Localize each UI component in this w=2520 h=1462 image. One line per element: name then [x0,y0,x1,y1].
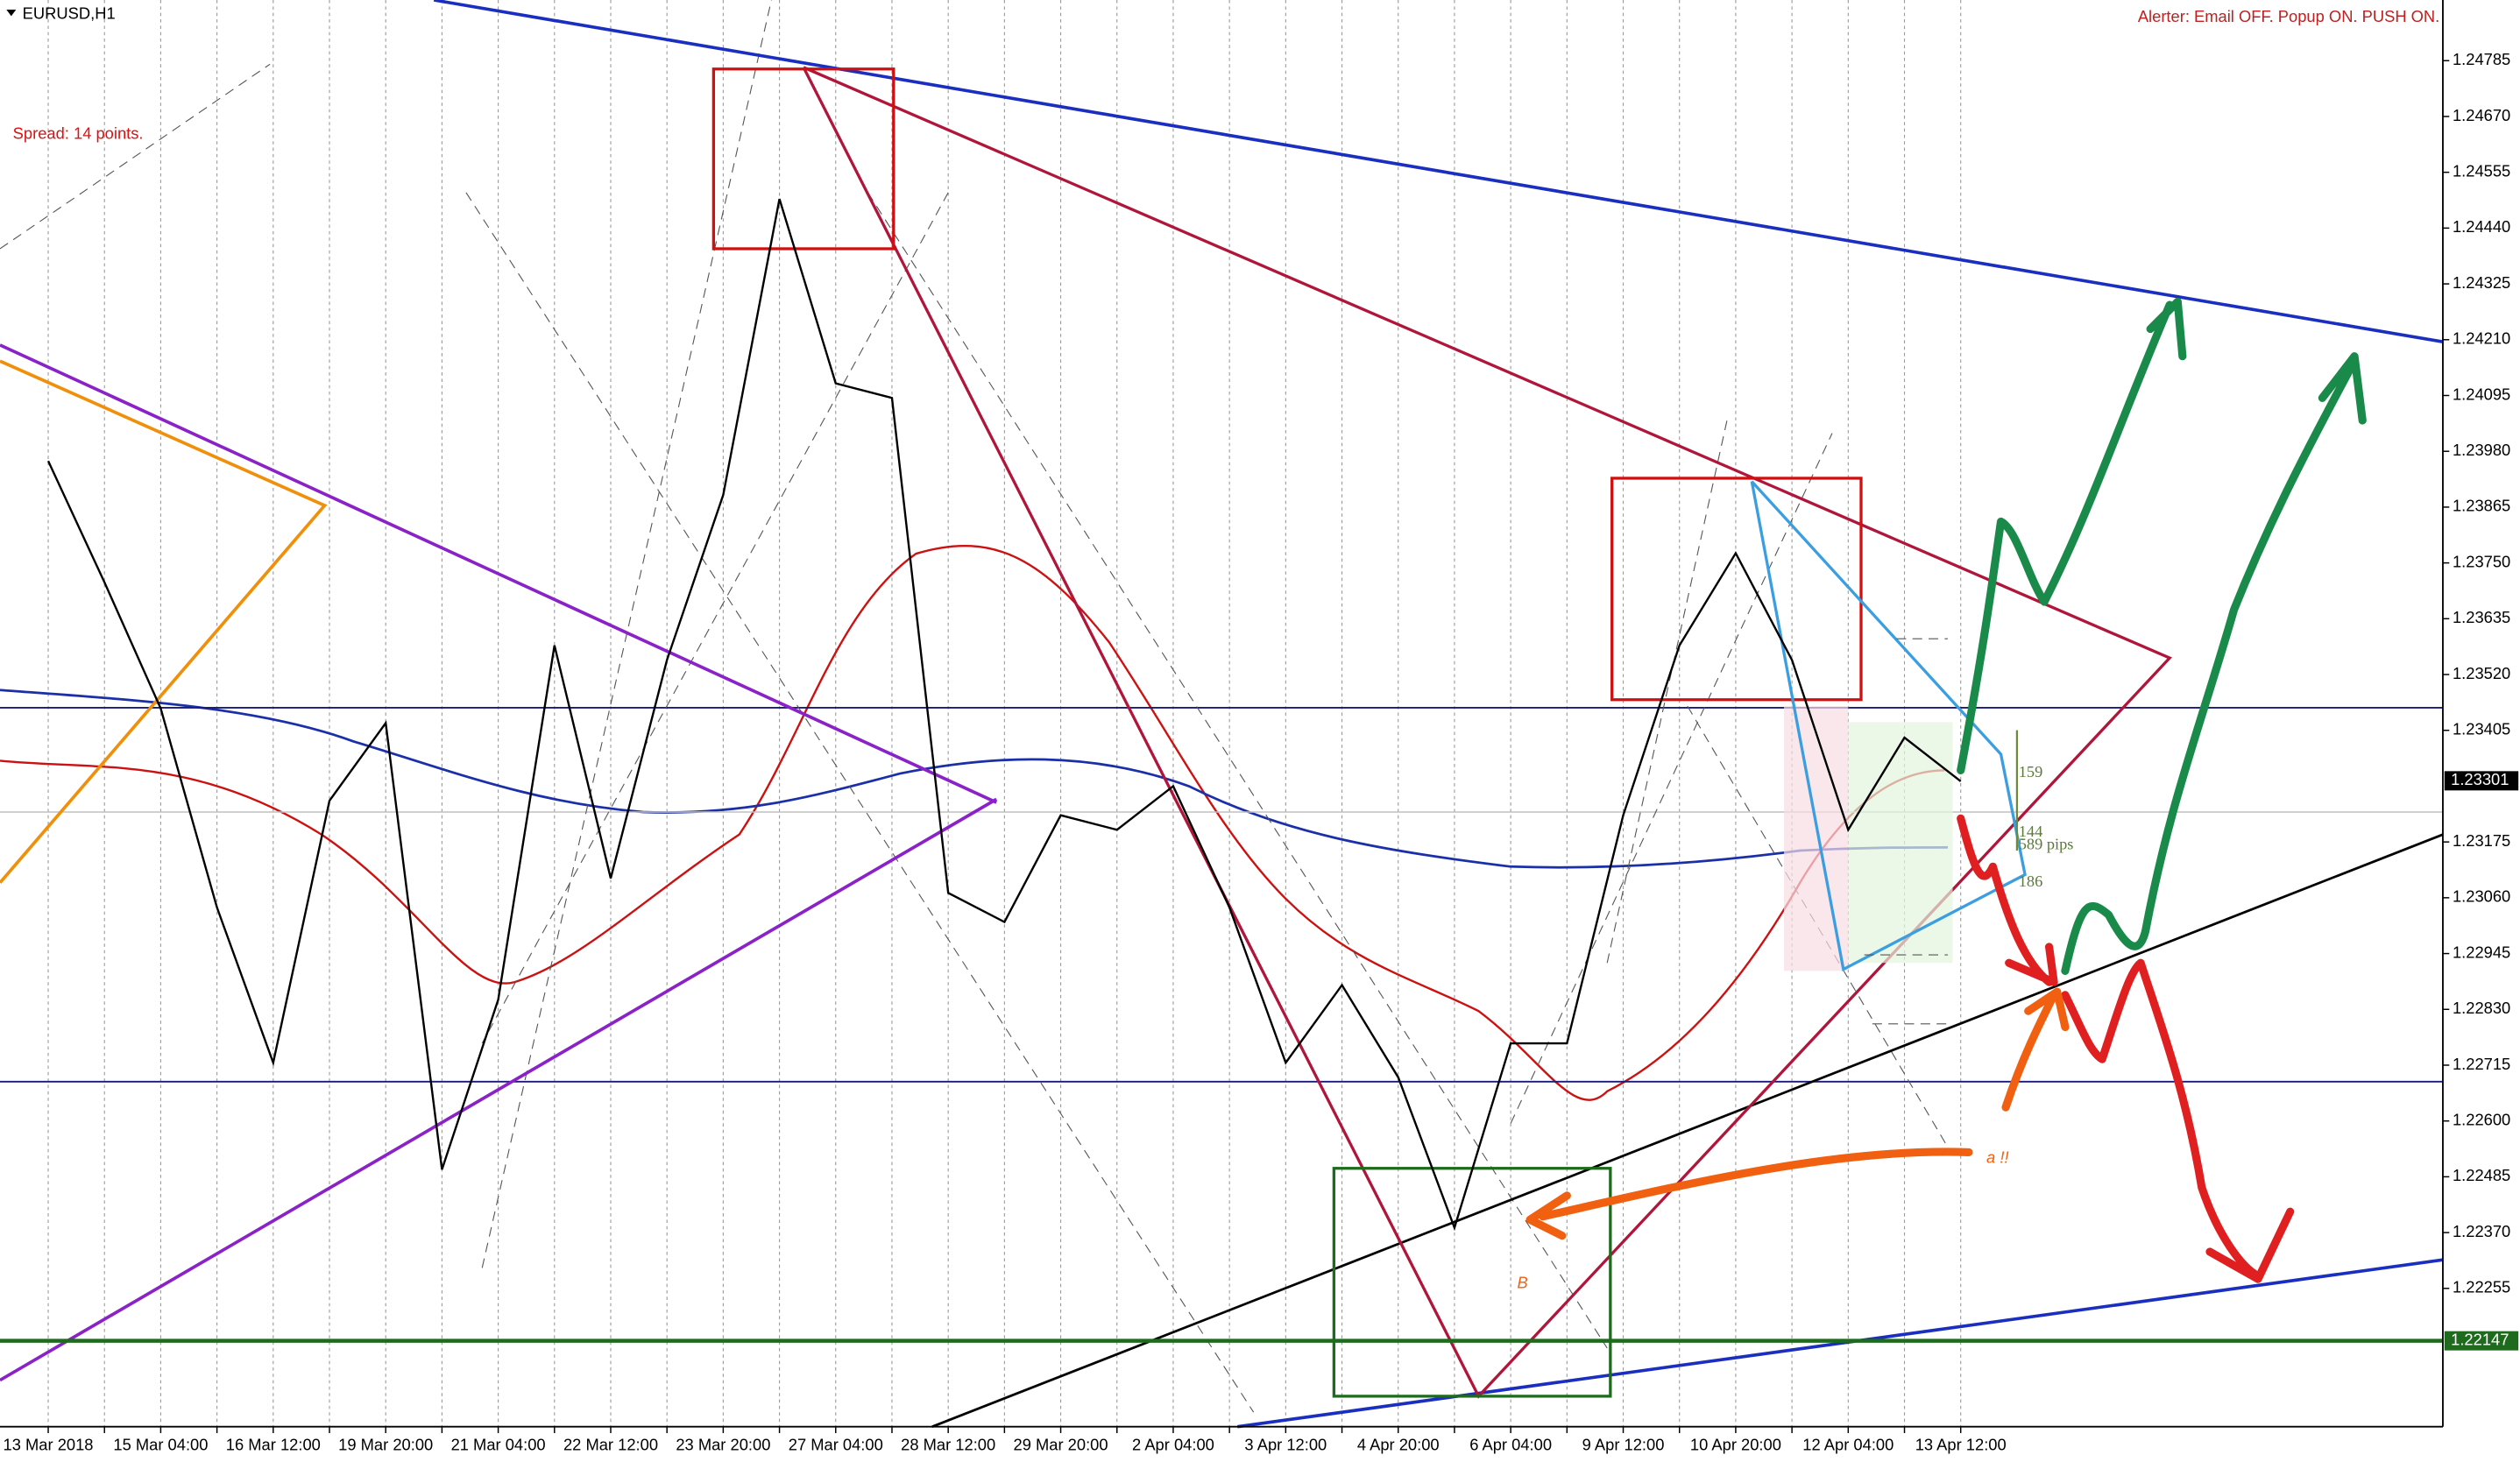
trend-line [0,797,998,1382]
price-plot [0,198,2443,1343]
y-tick-label: 1.24210 [2453,329,2510,348]
trend-line [1237,1258,2444,1429]
channel-line [465,192,1255,1413]
annotation: 159 [2019,763,2043,780]
x-tick-label: 29 Mar 20:00 [1014,1436,1108,1454]
x-tick-label: 27 Mar 04:00 [789,1436,883,1454]
zone [1783,706,1849,971]
x-tick-label: 9 Apr 12:00 [1582,1436,1665,1454]
menu-icon [6,9,17,17]
pointer-arrow [2001,987,2070,1112]
y-tick-label: 1.24440 [2453,217,2510,236]
trend-line [433,0,2444,344]
grid [47,0,1962,1427]
y-tick-label: 1.22370 [2453,1222,2510,1240]
zone [1848,722,1953,964]
y-tick-label: 1.24785 [2453,50,2510,68]
x-tick-label: 10 Apr 20:00 [1690,1436,1781,1454]
moving-average-fast [0,545,1945,1101]
y-tick-label: 1.22600 [2453,1111,2510,1129]
moving-average-slow [0,689,1949,869]
y-tick-label: 1.23750 [2453,552,2510,570]
trend-line [931,833,2444,1428]
channel-line [867,192,1608,1349]
x-tick-label: 4 Apr 20:00 [1357,1436,1440,1454]
highlight-box [711,67,895,251]
x-tick-label: 28 Mar 12:00 [901,1436,995,1454]
triangle [802,66,2172,1399]
x-tick-label: 16 Mar 12:00 [226,1436,321,1454]
y-tick-label: 1.23060 [2453,887,2510,906]
x-tick-label: 23 Mar 20:00 [676,1436,770,1454]
x-tick-label: 2 Apr 04:00 [1132,1436,1214,1454]
price-label: 1.23301 [2451,770,2509,788]
y-tick-label: 1.24095 [2453,385,2510,403]
y-tick-label: 1.23635 [2453,608,2510,626]
y-tick-label: 1.22255 [2453,1278,2510,1296]
x-tick-label: 6 Apr 04:00 [1469,1436,1552,1454]
y-tick-label: 1.22715 [2453,1055,2510,1073]
y-tick-label: 1.24670 [2453,106,2510,124]
pattern [1750,480,2027,972]
y-tick-label: 1.23520 [2453,664,2510,682]
y-tick-label: 1.23980 [2453,441,2510,459]
y-tick-label: 1.22485 [2453,1166,2510,1184]
channel-line [1510,433,1833,1124]
triangle [0,359,328,884]
annotation: 144 [2019,823,2043,840]
scenario-arrow [2061,352,2367,975]
price-line [46,198,1962,1232]
spread-label: Spread: 14 points. [13,124,144,143]
channel-line [0,63,271,250]
x-tick-label: 3 Apr 12:00 [1244,1436,1327,1454]
highlight-box [1610,477,1863,702]
x-tick-label: 19 Mar 20:00 [338,1436,433,1454]
y-tick-label: 1.23175 [2453,831,2510,850]
annotation: 186 [2019,872,2043,890]
handwritten-note: a !! [1986,1148,2008,1167]
y-tick-label: 1.24325 [2453,273,2510,292]
y-tick-label: 1.22830 [2453,999,2510,1017]
trend-line [0,343,997,804]
y-tick-label: 1.22945 [2453,943,2510,961]
handwritten-note: B [1517,1273,1527,1291]
x-tick-label: 13 Mar 2018 [4,1436,94,1454]
pointer-arrow [1525,1148,1973,1240]
scenario-arrow [1957,814,2295,1283]
scenario-arrow [1957,297,2187,774]
y-tick-label: 1.23405 [2453,720,2510,738]
y-tick-label: 1.24555 [2453,162,2510,180]
channel-line [481,192,949,1044]
channel-line [1606,417,1729,964]
x-tick-label: 22 Mar 12:00 [563,1436,658,1454]
axes: 13 Mar 2018 15 Mar 04:00 16 Mar 12:00 19 Ma… [4,50,2519,1454]
annotation: 589 pips [2019,836,2074,853]
x-tick-label: 15 Mar 04:00 [113,1436,208,1454]
y-tick-label: 1.23865 [2453,497,2510,515]
price-label-box [2444,1331,2519,1351]
x-tick-label: 13 Apr 12:00 [1915,1436,2007,1454]
price-axis-bg [2442,0,2520,1462]
symbol-label: EURUSD,H1 [23,4,116,22]
price-label: 1.22147 [2451,1330,2509,1348]
x-tick-label: 21 Mar 04:00 [451,1436,546,1454]
x-tick-label: 12 Apr 04:00 [1802,1436,1894,1454]
price-label-box [2444,771,2519,791]
alerter-status: Alerter: Email OFF. Popup ON. PUSH ON. [2138,7,2439,25]
